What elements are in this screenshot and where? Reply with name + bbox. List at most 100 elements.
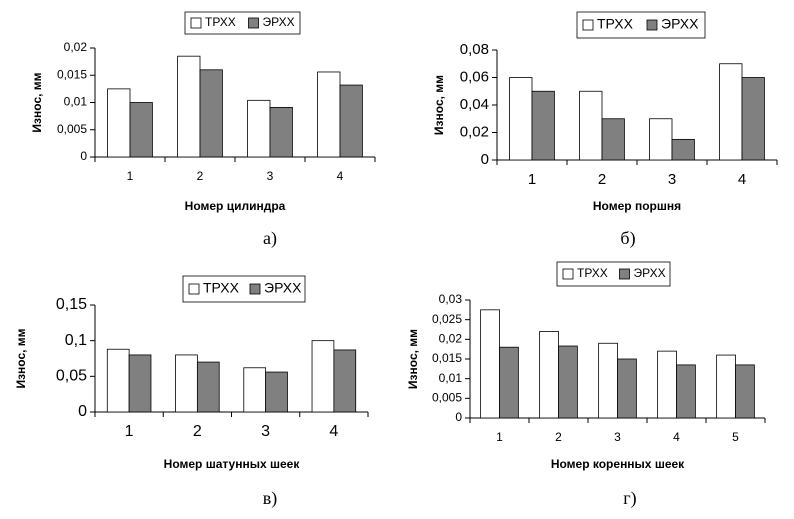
y-axis-label: Износ, мм	[432, 75, 446, 135]
bar	[107, 88, 131, 158]
x-axis-label: Номер поршня	[593, 199, 681, 213]
legend-box	[556, 261, 671, 287]
bar	[106, 348, 130, 413]
bar	[199, 69, 223, 158]
y-tick-label: 0,05	[56, 368, 87, 385]
bar	[509, 77, 533, 161]
y-axis-label: Износ, мм	[406, 329, 420, 389]
caption: б)	[620, 228, 635, 249]
y-tick-label: 0	[455, 410, 462, 424]
bar	[617, 358, 637, 419]
y-tick-label: 0,02	[460, 123, 489, 140]
x-tick-label: 3	[267, 169, 274, 183]
x-tick-label: 2	[193, 423, 202, 440]
y-tick-label: 0,015	[432, 351, 462, 365]
y-tick-label: 0,15	[56, 296, 87, 313]
y-tick-label: 0,02	[439, 332, 463, 346]
x-tick-label: 3	[668, 171, 676, 188]
bar	[311, 340, 335, 413]
x-tick-label: 5	[732, 430, 739, 444]
bar	[598, 342, 618, 419]
y-tick-label: 0,1	[65, 332, 87, 349]
x-axis-label: Номер шатунных шеек	[164, 457, 301, 471]
legend-swatch	[188, 283, 200, 295]
legend-box	[576, 11, 706, 39]
bar	[243, 367, 267, 413]
x-tick-label: 2	[197, 169, 204, 183]
legend-label: ТРХХ	[203, 280, 240, 296]
x-tick-label: 2	[555, 430, 562, 444]
legend-swatch	[619, 268, 630, 280]
legend-label: ТРХХ	[205, 15, 236, 29]
y-axis-label: Износ, мм	[30, 72, 44, 132]
caption: г)	[623, 488, 636, 509]
legend-swatch	[249, 283, 261, 295]
x-tick-label: 4	[337, 169, 344, 183]
x-tick-label: 1	[496, 430, 503, 444]
legend-label: ЭРХХ	[264, 280, 302, 296]
legend-swatch	[646, 19, 658, 31]
x-tick-label: 4	[673, 430, 680, 444]
y-axis-label: Износ, мм	[14, 328, 28, 388]
x-tick-label: 1	[125, 423, 134, 440]
bar	[177, 55, 201, 158]
bar	[196, 361, 220, 413]
x-tick-label: 1	[528, 171, 536, 188]
bar	[247, 99, 271, 158]
bar	[269, 107, 293, 158]
bar	[333, 349, 357, 413]
caption: а)	[263, 228, 277, 249]
bar	[741, 77, 765, 161]
bar	[175, 354, 198, 413]
y-tick-label: 0,005	[432, 391, 462, 405]
bar	[499, 346, 519, 419]
x-axis-label: Номер коренных шеек	[551, 457, 685, 471]
bar	[339, 84, 363, 158]
bar	[129, 102, 153, 158]
legend-swatch	[190, 17, 202, 29]
legend-swatch	[582, 19, 594, 31]
bar	[539, 331, 559, 419]
legend-label: ЭРХХ	[263, 15, 295, 29]
bar	[128, 354, 152, 413]
x-tick-label: 3	[614, 430, 621, 444]
bar	[716, 354, 736, 419]
y-tick-label: 0,02	[64, 40, 88, 54]
x-axis-label: Номер цилиндра	[185, 199, 286, 213]
y-tick-label: 0,015	[57, 67, 87, 81]
x-tick-label: 1	[127, 169, 134, 183]
y-tick-label: 0	[481, 151, 489, 168]
bar	[735, 364, 755, 419]
legend-label: ТРХХ	[597, 16, 634, 32]
bar	[558, 345, 578, 419]
legend-label: ТРХХ	[577, 266, 608, 280]
bar	[676, 364, 696, 419]
y-tick-label: 0,01	[64, 95, 88, 109]
y-tick-label: 0,04	[460, 96, 489, 113]
x-tick-label: 3	[261, 423, 270, 440]
legend-box	[184, 11, 301, 35]
bar	[601, 118, 625, 161]
bar	[531, 90, 555, 161]
y-tick-label: 0,08	[460, 41, 489, 58]
bar	[265, 371, 288, 413]
caption: в)	[263, 488, 278, 509]
bar	[649, 118, 673, 161]
bar	[657, 350, 677, 419]
x-tick-label: 4	[738, 171, 746, 188]
bar	[579, 90, 603, 161]
legend-label: ЭРХХ	[634, 266, 666, 280]
x-tick-label: 2	[598, 171, 606, 188]
y-tick-label: 0,005	[57, 122, 87, 136]
bar	[480, 309, 500, 419]
bar	[671, 138, 695, 161]
x-tick-label: 4	[329, 423, 338, 440]
legend-box	[182, 275, 306, 303]
legend-swatch	[562, 268, 574, 280]
y-tick-label: 0,01	[439, 371, 463, 385]
y-tick-label: 0	[78, 403, 87, 420]
legend-label: ЭРХХ	[661, 16, 699, 32]
bar	[317, 71, 341, 158]
y-tick-label: 0,025	[432, 312, 462, 326]
